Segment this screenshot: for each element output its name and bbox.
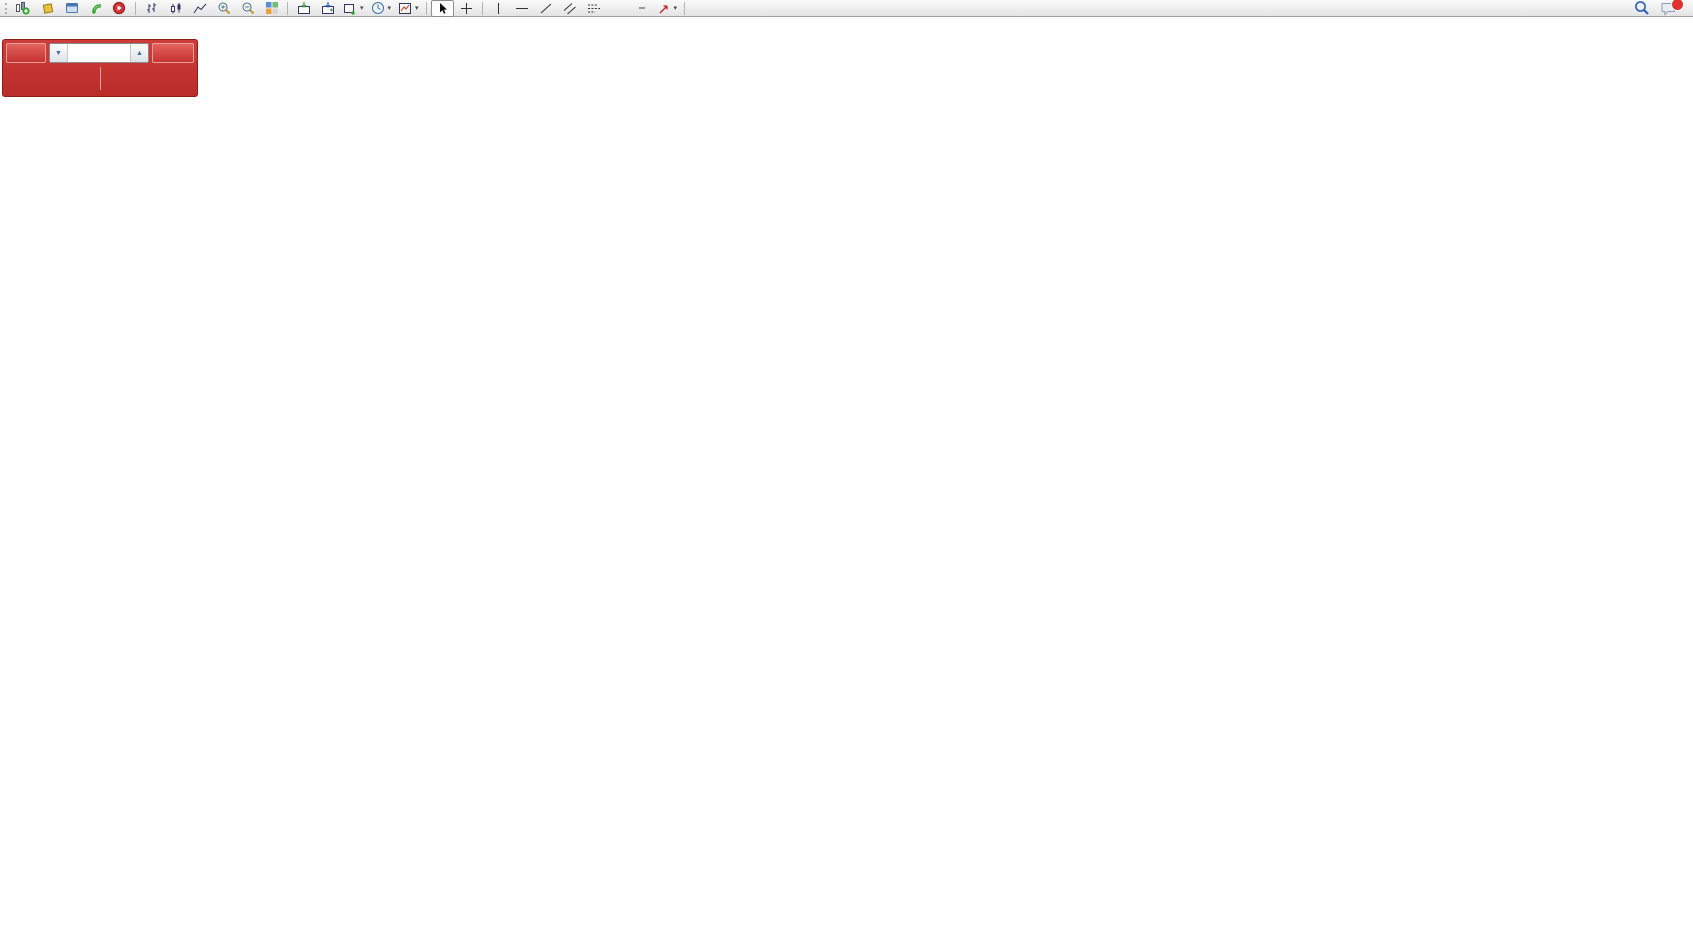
window-button[interactable] <box>60 0 83 17</box>
bar-chart-button[interactable] <box>140 0 163 17</box>
new-order-button[interactable] <box>12 0 35 17</box>
add-chart-button[interactable]: ▾ <box>340 0 367 17</box>
zoom-in-icon <box>218 2 230 15</box>
notifications-button[interactable] <box>1657 0 1684 17</box>
toolbar-separator <box>481 1 483 15</box>
candlestick-chart-icon <box>170 2 180 13</box>
dropdown-arrow-icon: ▾ <box>387 5 392 12</box>
quote-prices <box>3 65 197 96</box>
signals-button[interactable] <box>84 0 107 17</box>
dropdown-arrow-icon: ▾ <box>673 5 678 12</box>
toolbar-grip <box>5 2 9 14</box>
template-icon <box>399 2 412 14</box>
sell-button[interactable] <box>6 43 46 63</box>
horizontal-line-icon <box>516 7 529 9</box>
cursor-icon <box>439 2 447 14</box>
dropdown-arrow-icon: ▾ <box>415 5 419 12</box>
label-tool-label <box>639 7 646 9</box>
indicator-window-icon <box>297 2 310 14</box>
text-tool-button[interactable] <box>607 0 630 17</box>
toolbar-right-tools <box>1630 0 1690 17</box>
search-icon <box>1634 1 1649 15</box>
trendline-tool-button[interactable] <box>535 0 558 17</box>
vertical-line-tool-button[interactable] <box>487 0 510 17</box>
toolbar-separator <box>287 1 288 15</box>
label-tool-button[interactable] <box>631 0 654 17</box>
search-button[interactable] <box>1630 0 1653 17</box>
sell-price[interactable] <box>5 65 99 93</box>
tile-windows-icon <box>265 2 278 14</box>
indicator-list-icon <box>321 2 334 14</box>
toolbar-separator <box>684 1 686 15</box>
fibonacci-tool-button[interactable] <box>583 0 606 17</box>
volume-stepper: ▼ ▲ <box>49 43 149 63</box>
notification-badge <box>1671 0 1684 11</box>
indicator-window-button[interactable] <box>292 0 315 17</box>
autotrading-button[interactable] <box>108 0 131 17</box>
clock-icon <box>371 2 384 14</box>
trendline-icon <box>540 3 552 13</box>
templates-button[interactable]: ▾ <box>395 0 422 17</box>
indicator-list-button[interactable] <box>316 0 339 17</box>
window-icon <box>65 3 78 13</box>
cursor-tool-button[interactable] <box>430 0 454 17</box>
vertical-line-icon <box>497 2 499 14</box>
line-chart-icon <box>193 3 206 13</box>
one-click-trading-panel: ▼ ▲ <box>2 39 198 97</box>
channel-icon <box>563 2 576 14</box>
horizontal-line-tool-button[interactable] <box>511 0 534 17</box>
cube-icon <box>42 3 53 14</box>
arrows-tool-button[interactable]: ▾ <box>655 0 681 17</box>
one-click-top-row: ▼ ▲ <box>3 40 197 65</box>
toolbar: ▾ ▾ ▾ ▾ <box>0 0 1693 17</box>
styles-button[interactable] <box>36 0 59 17</box>
tile-windows-button[interactable] <box>260 0 283 17</box>
fibonacci-icon <box>588 4 601 12</box>
crosshair-tool-button[interactable] <box>455 0 478 17</box>
add-chart-icon <box>344 3 355 15</box>
toolbar-separator <box>135 1 136 15</box>
dropdown-arrow-icon: ▾ <box>360 5 364 12</box>
buy-button[interactable] <box>152 43 194 63</box>
channel-tool-button[interactable] <box>559 0 582 17</box>
volume-input[interactable] <box>68 44 130 62</box>
zoom-out-button[interactable] <box>236 0 259 17</box>
crosshair-icon <box>460 2 472 14</box>
new-order-icon <box>16 2 30 15</box>
zoom-in-button[interactable] <box>212 0 235 17</box>
quote-divider <box>99 67 101 90</box>
toolbar-separator <box>425 1 427 15</box>
line-chart-button[interactable] <box>188 0 211 17</box>
periods-button[interactable]: ▾ <box>368 0 395 17</box>
candlestick-chart-button[interactable] <box>164 0 187 17</box>
zoom-out-icon <box>242 2 254 15</box>
arrow-object-icon <box>659 4 668 13</box>
autotrading-icon <box>112 1 125 15</box>
buy-price[interactable] <box>102 65 196 93</box>
bar-chart-icon <box>146 2 156 13</box>
signal-icon <box>91 4 101 14</box>
volume-increase-button[interactable]: ▲ <box>130 44 148 62</box>
volume-decrease-button[interactable]: ▼ <box>50 44 68 62</box>
